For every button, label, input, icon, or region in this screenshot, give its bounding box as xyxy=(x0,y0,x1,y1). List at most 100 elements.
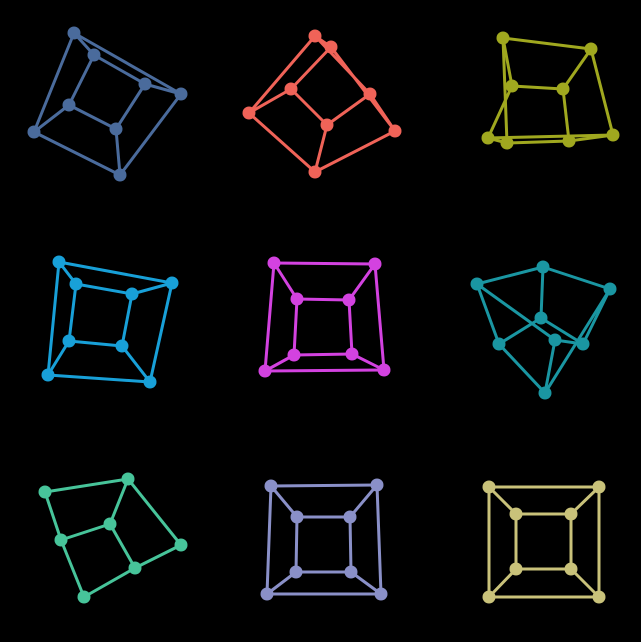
graph-6-node-6 xyxy=(576,337,590,351)
graph-2-node-7 xyxy=(308,165,322,179)
graph-9-node-2 xyxy=(509,507,523,521)
graph-4-edge-5 xyxy=(74,282,134,296)
graph-6-edge-1 xyxy=(475,282,501,346)
graph-8-edge-0 xyxy=(269,483,379,488)
graph-9-node-5 xyxy=(564,562,578,576)
graph-2-edge-1 xyxy=(247,34,317,115)
graph-3-edge-4 xyxy=(589,47,615,137)
graph-9-node-1 xyxy=(592,480,606,494)
graph-2-node-0 xyxy=(308,29,322,43)
graph-8-node-3 xyxy=(343,510,357,524)
graph-9 xyxy=(482,480,606,604)
graph-5-edge-7 xyxy=(347,298,354,356)
graph-1-node-4 xyxy=(27,125,41,139)
graph-5-node-4 xyxy=(287,348,301,362)
graph-1-node-3 xyxy=(174,87,188,101)
graph-8-edge-7 xyxy=(348,515,353,574)
graph-4-node-3 xyxy=(125,287,139,301)
graph-6-node-1 xyxy=(536,260,550,274)
graph-8-edge-6 xyxy=(294,515,299,574)
graph-4-edge-2 xyxy=(46,260,61,377)
graph-5-node-3 xyxy=(342,293,356,307)
graph-5-node-1 xyxy=(368,257,382,271)
graph-6-node-0 xyxy=(470,277,484,291)
graph-1-edge-3 xyxy=(92,53,147,86)
graph-1-node-1 xyxy=(87,48,101,62)
graph-2-edge-7 xyxy=(247,111,317,174)
graph-7-edge-1 xyxy=(43,490,63,542)
graph-4-edge-9 xyxy=(46,339,71,377)
graph-1-edge-7 xyxy=(118,92,183,177)
graph-4-edge-6 xyxy=(67,282,78,343)
graph-3-edge-5 xyxy=(510,84,565,91)
graph-6-node-5 xyxy=(548,333,562,347)
graph-5-edge-5 xyxy=(295,297,351,302)
graph-3-edge-7 xyxy=(561,87,571,143)
graph-2-node-5 xyxy=(388,124,402,138)
graph-8-node-0 xyxy=(264,479,278,493)
graph-7-edge-4 xyxy=(59,522,112,542)
graph-1-node-7 xyxy=(113,168,127,182)
graph-4-edge-8 xyxy=(67,339,124,348)
graph-5-edge-1 xyxy=(272,261,299,301)
graph-1-node-0 xyxy=(67,26,81,40)
graph-8-edge-1 xyxy=(269,484,299,519)
graph-2-node-1 xyxy=(324,40,338,54)
graph-5-edge-6 xyxy=(292,297,299,357)
graph-5-edge-3 xyxy=(347,262,377,302)
graph-2-node-6 xyxy=(320,118,334,132)
graph-1-edge-4 xyxy=(67,53,96,107)
graph-6-edge-8 xyxy=(539,316,585,346)
graph-4-node-2 xyxy=(69,277,83,291)
graph-2-node-4 xyxy=(363,87,377,101)
graph-4-edge-0 xyxy=(57,260,174,285)
graph-6-edge-3 xyxy=(541,265,612,291)
graph-7-node-5 xyxy=(128,561,142,575)
graph-1-edge-9 xyxy=(32,130,122,177)
graph-3-node-1 xyxy=(584,42,598,56)
graph-3-node-3 xyxy=(556,82,570,96)
graph-5-edge-2 xyxy=(263,261,276,373)
graph-4-node-7 xyxy=(143,375,157,389)
graph-8-node-7 xyxy=(374,587,388,601)
graph-4-node-5 xyxy=(115,339,129,353)
graph-7-node-0 xyxy=(38,485,52,499)
graph-4-edge-10 xyxy=(120,344,152,384)
graph-9-node-6 xyxy=(482,590,496,604)
graph-6-edge-4 xyxy=(539,265,545,320)
graph-9-edge-10 xyxy=(569,567,601,599)
graph-4-node-6 xyxy=(41,368,55,382)
graph-4-edge-3 xyxy=(130,281,174,296)
graph-2-edge-6 xyxy=(289,87,329,127)
graph-3-edge-3 xyxy=(561,47,593,91)
graph-1 xyxy=(27,26,188,182)
graph-6-node-7 xyxy=(538,386,552,400)
graph-2-edge-9 xyxy=(325,92,372,127)
graph-4-edge-11 xyxy=(46,373,152,384)
graph-2-node-3 xyxy=(242,106,256,120)
graph-5-node-7 xyxy=(377,363,391,377)
graph-2-edge-8 xyxy=(368,92,397,133)
graph-3-edge-2 xyxy=(501,36,509,145)
graph-3 xyxy=(481,31,620,150)
graph-4 xyxy=(41,255,179,389)
graph-1-node-2 xyxy=(138,77,152,91)
graph-7-node-3 xyxy=(103,517,117,531)
graph-8-node-1 xyxy=(370,478,384,492)
graph-7-node-6 xyxy=(77,590,91,604)
graph-4-node-1 xyxy=(165,276,179,290)
graph-2-edge-5 xyxy=(247,87,293,115)
graph-3-edge-11 xyxy=(567,133,615,143)
graph-6-node-2 xyxy=(603,282,617,296)
graph-1-node-5 xyxy=(62,98,76,112)
graph-8-edge-2 xyxy=(265,484,273,596)
graph-5-edge-4 xyxy=(373,262,386,372)
graph-5-node-2 xyxy=(290,292,304,306)
graph-6-node-4 xyxy=(492,337,506,351)
graph-3-edge-6 xyxy=(486,84,514,140)
graph-7-edge-6 xyxy=(108,522,137,570)
graph-9-node-0 xyxy=(482,480,496,494)
graph-7-node-1 xyxy=(121,472,135,486)
